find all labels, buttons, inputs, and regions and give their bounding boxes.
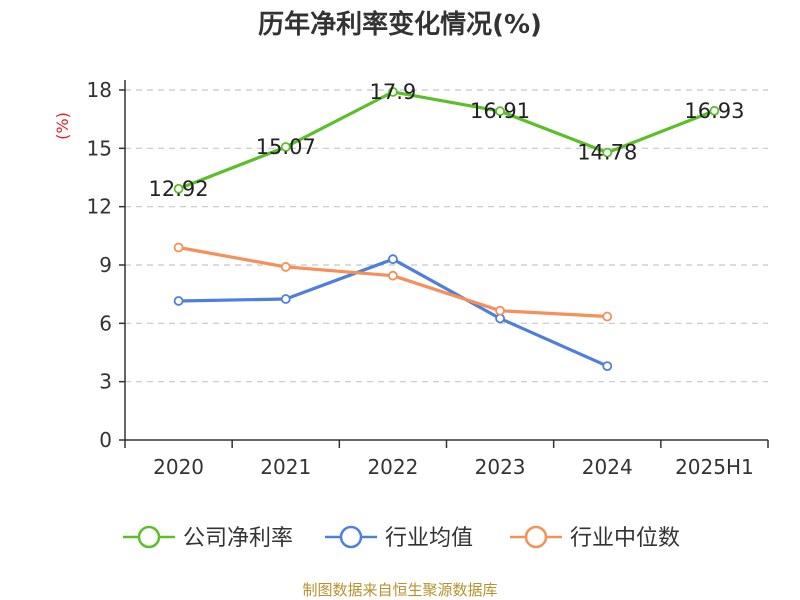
data-labels: 12.92 15.07 17.9 16.91 14.78 16.93	[149, 80, 745, 201]
data-point[interactable]	[495, 305, 505, 316]
legend-label: 行业中位数	[570, 526, 680, 551]
data-point[interactable]	[173, 296, 184, 306]
x-tick-label: 2020	[153, 455, 204, 479]
data-label: 16.93	[684, 99, 744, 123]
y-tick-label: 15	[87, 136, 112, 160]
data-point[interactable]	[602, 311, 613, 322]
legend-marker	[137, 525, 161, 549]
data-point[interactable]	[495, 313, 505, 324]
legend-item-0[interactable]: 公司净利率	[123, 525, 293, 551]
gridlines	[125, 89, 768, 383]
data-point[interactable]	[709, 105, 720, 116]
data-label: 15.07	[256, 135, 316, 159]
data-point[interactable]	[280, 262, 291, 272]
data-label: 12.92	[149, 177, 209, 201]
data-point[interactable]	[602, 147, 613, 158]
legend[interactable]: 公司净利率 行业均值 行业中位数	[123, 525, 680, 551]
y-axis-label: (%)	[53, 112, 72, 140]
data-point[interactable]	[173, 183, 184, 194]
legend-marker	[339, 525, 363, 549]
data-point[interactable]	[280, 294, 291, 304]
legend-marker	[524, 525, 548, 549]
y-tick-label: 6	[99, 311, 112, 335]
legend-label: 行业均值	[385, 526, 473, 551]
x-tick-label: 2025H1	[675, 455, 754, 479]
legend-item-2[interactable]: 行业中位数	[510, 525, 680, 551]
y-tick-label: 12	[87, 195, 112, 219]
data-point[interactable]	[173, 242, 184, 253]
legend-item-1[interactable]: 行业均值	[325, 525, 473, 551]
data-label: 14.78	[577, 141, 637, 165]
data-point[interactable]	[388, 270, 398, 281]
data-label: 16.91	[470, 99, 530, 123]
data-point[interactable]	[388, 254, 398, 265]
x-tick-label: 2021	[260, 455, 311, 479]
x-tick-label: 2023	[475, 455, 526, 479]
data-point[interactable]	[602, 361, 613, 372]
series-lines	[173, 87, 720, 372]
x-tick-label: 2022	[367, 455, 418, 479]
y-tick-label: 0	[99, 428, 112, 452]
x-tick-label: 2024	[582, 455, 633, 479]
series-line-0	[178, 90, 715, 191]
chart-title: 历年净利率变化情况(%)	[258, 9, 542, 40]
data-label: 17.9	[370, 80, 417, 104]
y-tick-label: 9	[99, 253, 112, 277]
y-tick-label: 18	[87, 78, 112, 102]
data-point[interactable]	[388, 87, 398, 97]
legend-label: 公司净利率	[183, 526, 293, 551]
source-note: 制图数据来自恒生聚源数据库	[302, 581, 497, 599]
y-tick-label: 3	[99, 370, 112, 394]
axes: 0 3 6 9 12 15 18 2020 2021 2022 2023 2024 2025H1	[87, 78, 769, 479]
data-point[interactable]	[495, 106, 505, 117]
data-point[interactable]	[280, 142, 291, 152]
